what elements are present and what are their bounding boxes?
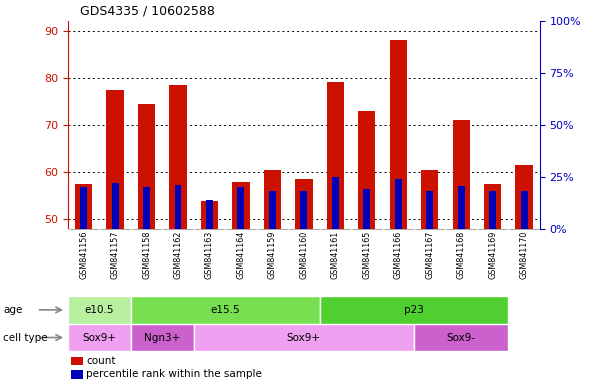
Bar <box>389 40 407 229</box>
Text: GSM841168: GSM841168 <box>457 231 466 279</box>
Bar <box>520 192 527 229</box>
Bar <box>68 296 131 324</box>
Bar <box>143 187 150 229</box>
Bar <box>138 104 155 229</box>
Text: GSM841170: GSM841170 <box>520 231 529 279</box>
Text: Sox9+: Sox9+ <box>83 333 116 343</box>
Text: GSM841165: GSM841165 <box>362 231 371 279</box>
Bar <box>194 324 414 351</box>
Bar <box>264 170 281 229</box>
Bar <box>232 182 250 229</box>
Bar <box>489 192 496 229</box>
Bar <box>332 177 339 229</box>
Bar <box>106 89 124 229</box>
Bar <box>484 184 502 229</box>
Text: e15.5: e15.5 <box>211 305 240 315</box>
Bar <box>237 187 244 229</box>
Bar <box>71 357 83 366</box>
Text: p23: p23 <box>404 305 424 315</box>
Text: Sox9+: Sox9+ <box>287 333 321 343</box>
Text: GSM841162: GSM841162 <box>173 231 182 279</box>
Bar <box>269 192 276 229</box>
Text: age: age <box>3 305 22 315</box>
Bar <box>206 200 213 229</box>
Bar <box>363 189 371 229</box>
Text: percentile rank within the sample: percentile rank within the sample <box>86 369 262 379</box>
Bar <box>80 187 87 229</box>
Text: cell type: cell type <box>3 333 48 343</box>
Bar <box>320 296 509 324</box>
Bar <box>68 324 131 351</box>
Bar <box>169 85 186 229</box>
Text: GSM841164: GSM841164 <box>237 231 245 279</box>
Bar <box>300 192 307 229</box>
Bar <box>131 324 194 351</box>
Bar <box>358 111 375 229</box>
Bar <box>414 324 509 351</box>
Text: count: count <box>86 356 116 366</box>
Text: GSM841161: GSM841161 <box>331 231 340 279</box>
Text: GSM841156: GSM841156 <box>79 231 88 279</box>
Text: e10.5: e10.5 <box>84 305 114 315</box>
Text: GSM841166: GSM841166 <box>394 231 403 279</box>
Bar <box>458 186 465 229</box>
Text: GSM841158: GSM841158 <box>142 231 151 279</box>
Bar <box>175 185 182 229</box>
Bar <box>71 370 83 379</box>
Bar <box>395 179 402 229</box>
Text: GDS4335 / 10602588: GDS4335 / 10602588 <box>80 4 215 17</box>
Text: GSM841167: GSM841167 <box>425 231 434 279</box>
Bar <box>327 83 344 229</box>
Bar <box>75 184 92 229</box>
Text: GSM841163: GSM841163 <box>205 231 214 279</box>
Text: Sox9-: Sox9- <box>447 333 476 343</box>
Bar <box>516 165 533 229</box>
Bar <box>131 296 320 324</box>
Text: GSM841159: GSM841159 <box>268 231 277 280</box>
Bar <box>201 200 218 229</box>
Text: GSM841160: GSM841160 <box>299 231 309 279</box>
Bar <box>421 170 438 229</box>
Bar <box>426 192 433 229</box>
Text: GSM841169: GSM841169 <box>488 231 497 279</box>
Text: GSM841157: GSM841157 <box>110 231 120 280</box>
Bar <box>112 183 119 229</box>
Text: Ngn3+: Ngn3+ <box>144 333 181 343</box>
Bar <box>295 179 313 229</box>
Bar <box>453 120 470 229</box>
